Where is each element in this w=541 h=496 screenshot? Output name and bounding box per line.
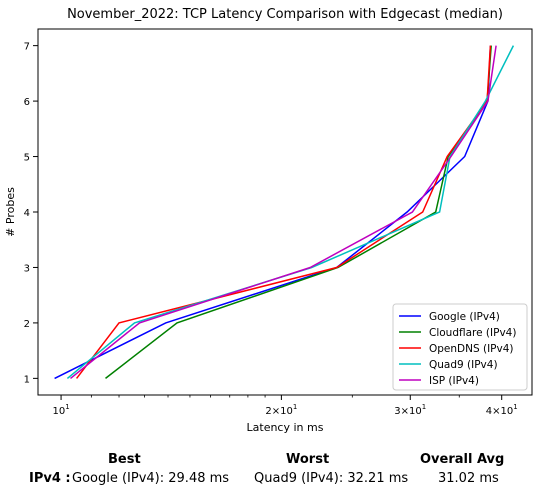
x-tick-label-1: 2×101 (265, 403, 297, 417)
latency-chart: November_2022: TCP Latency Comparison wi… (4, 7, 533, 434)
legend: Google (IPv4) Cloudflare (IPv4) OpenDNS (I… (392, 303, 528, 391)
overall-avg-value: 31.02 ms (438, 471, 499, 486)
y-tick-label-0: 1 (24, 374, 30, 385)
y-ticks: 1 2 3 4 5 6 7 (24, 42, 38, 385)
y-tick-label-2: 3 (24, 263, 30, 274)
series-layer (54, 45, 515, 380)
y-tick-label-5: 6 (24, 97, 30, 108)
summary-table: Best Worst Overall Avg IPv4 : Google (IP… (0, 448, 541, 496)
legend-label-4: ISP (IPv4) (429, 375, 479, 387)
legend-label-0: Google (IPv4) (429, 311, 500, 323)
worst-header: Worst (286, 452, 330, 467)
x-tick-label-3: 4×101 (486, 403, 518, 417)
series-line-4 (70, 45, 497, 379)
x-tick-label-2: 3×101 (394, 403, 426, 417)
y-tick-label-4: 5 (24, 153, 30, 164)
series-line-3 (66, 45, 515, 379)
legend-label-3: Quad9 (IPv4) (429, 359, 498, 371)
best-value: Google (IPv4): 29.48 ms (72, 471, 230, 486)
ipv4-row-label: IPv4 : (29, 471, 71, 486)
y-tick-label-6: 7 (24, 42, 30, 53)
x-axis-label: Latency in ms (247, 421, 324, 434)
legend-label-1: Cloudflare (IPv4) (429, 327, 516, 339)
y-tick-label-1: 2 (24, 319, 30, 330)
y-axis-label: # Probes (4, 187, 17, 237)
legend-label-2: OpenDNS (IPv4) (429, 343, 514, 355)
x-ticks: 101 2×101 3×101 4×101 (52, 395, 518, 417)
chart-title: November_2022: TCP Latency Comparison wi… (67, 7, 503, 22)
best-header: Best (108, 452, 141, 467)
y-tick-label-3: 4 (24, 208, 30, 219)
worst-value: Quad9 (IPv4): 32.21 ms (254, 471, 409, 486)
overall-avg-header: Overall Avg (420, 452, 505, 467)
x-tick-label-0: 101 (52, 403, 69, 417)
legend-frame (392, 303, 528, 391)
